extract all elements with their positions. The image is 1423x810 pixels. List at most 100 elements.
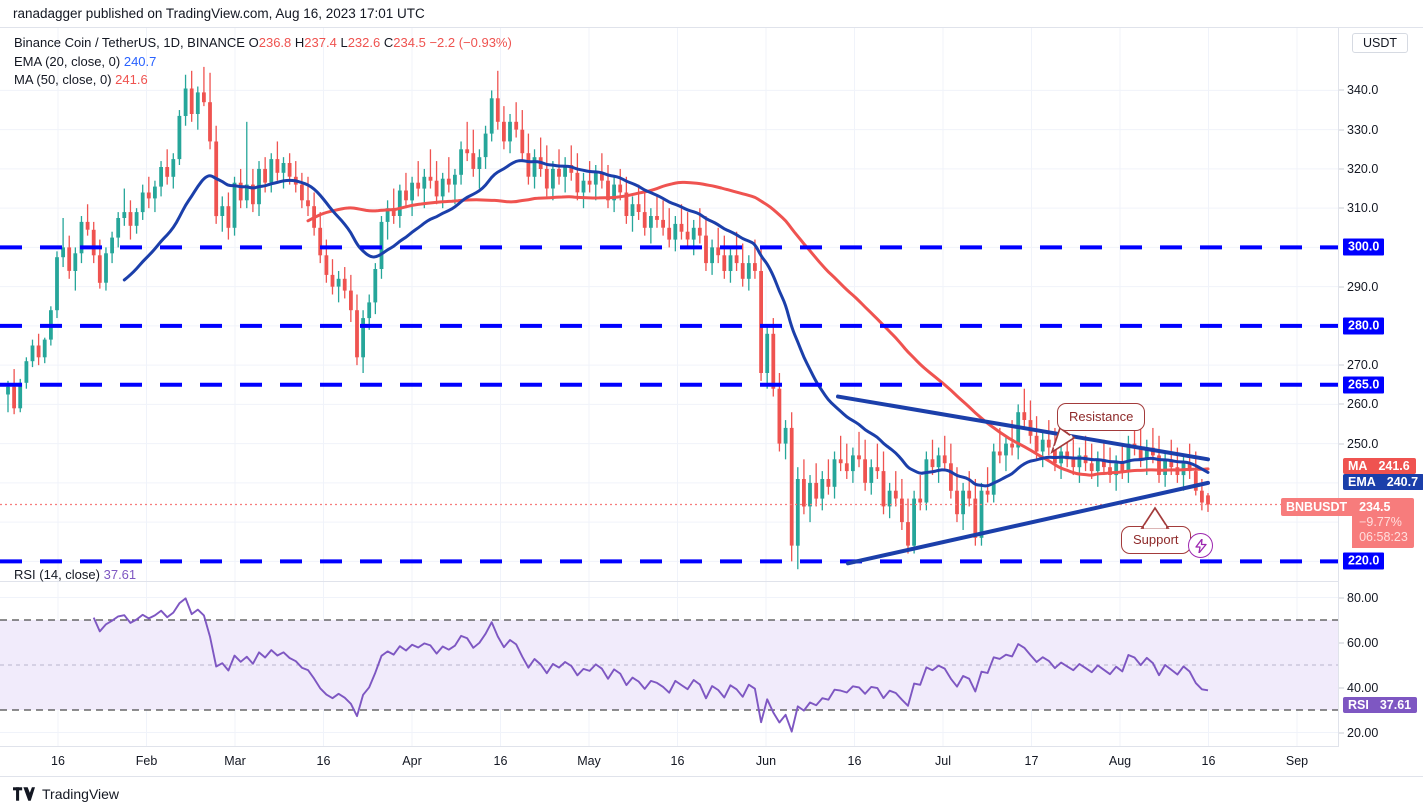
time-tick-label: Apr [402,754,422,768]
time-axis[interactable]: 16 Feb Mar 16 Apr 16 May 16 Jun 16 Jul 17 Aug 16 Sep [0,747,1423,776]
price-tick-mark [1339,168,1344,170]
support-callout[interactable]: Support [1121,526,1191,554]
time-tick-label: 16 [493,754,508,768]
chart-canvas [0,28,1338,746]
legend-change: −2.2 (−0.93%) [429,35,512,50]
bolt-glyph [1194,538,1207,553]
attribution-text: ranadagger published on TradingView.com,… [13,6,425,21]
ema-20-line [122,159,1210,488]
rsi-legend-label: RSI (14, close) [14,567,100,582]
time-tick-label: 16 [51,754,65,768]
legend-ma-label: MA (50, close, 0) [14,72,112,87]
price-tick-mark [1339,129,1344,131]
price-tick-label: 290.0 [1347,279,1379,294]
time-tick-label: 16 [1201,754,1216,768]
price-tick-label: 260.0 [1347,397,1379,412]
price-tick-label: 250.0 [1347,436,1379,451]
support-callout-tail [1140,506,1170,529]
candlesticks [6,66,1210,570]
legend-ema-row[interactable]: EMA (20, close, 0) 240.7 [14,53,512,72]
rsi-value-badge[interactable]: RSI 37.61 [1343,697,1418,713]
price-tick-label: 270.0 [1347,358,1379,373]
price-tick-mark [1339,207,1344,209]
support-callout-label: Support [1133,532,1179,547]
rsi-tick-mark [1339,597,1344,598]
ema-badge-name: EMA [1343,474,1381,490]
price-tick-mark [1339,286,1344,288]
legend-ema-value: 240.7 [123,53,157,69]
level-badge-220.0[interactable]: 220.0 [1343,552,1385,570]
legend-close-label: C [383,35,394,50]
legend-high-label: H [294,35,305,50]
chart-legend: Binance Coin / TetherUS, 1D, BINANCE O23… [14,34,512,90]
currency-unit-badge[interactable]: USDT [1352,33,1409,53]
ma-value-badge[interactable]: MA 241.6 [1343,458,1416,474]
rsi-tick-mark [1339,687,1344,688]
price-tag-symbol: BNBUSDT [1281,498,1353,516]
legend-symbol-row: Binance Coin / TetherUS, 1D, BINANCE O23… [14,34,512,53]
ma-50-line [306,180,1210,477]
rsi-legend[interactable]: RSI (14, close) 37.61 [14,567,136,582]
time-tick-label: 16 [670,754,685,768]
time-tick-label: Sep [1285,754,1309,768]
time-tick-label: 16 [847,754,862,768]
legend-ma-row[interactable]: MA (50, close, 0) 241.6 [14,71,512,90]
price-tag-price: 234.5 [1359,500,1391,514]
time-tick-label: Jul [935,754,951,768]
rsi-badge-name: RSI [1343,697,1374,713]
level-badge-300.0[interactable]: 300.0 [1343,238,1385,256]
rsi-tick-label: 80.00 [1347,590,1379,605]
time-tick-label: May [577,754,601,768]
rsi-tick-mark [1339,642,1344,643]
legend-low-value: 232.6 [347,35,381,50]
rsi-tick-mark [1339,732,1344,733]
legend-high-value: 237.4 [304,35,337,50]
rsi-tick-label: 40.00 [1347,680,1379,695]
resistance-callout-label: Resistance [1069,409,1134,424]
tradingview-logo-icon [13,787,35,801]
time-axis-divider [0,746,1423,747]
time-tick-label: Mar [224,754,246,768]
price-tick-label: 340.0 [1347,83,1379,98]
time-tick-label: Aug [1108,754,1132,768]
level-badge-280.0[interactable]: 280.0 [1343,317,1385,335]
footer-brand: TradingView [42,786,120,802]
price-tick-label: 310.0 [1347,201,1379,216]
lightning-bolt-icon[interactable] [1188,533,1213,558]
legend-ema-label: EMA (20, close, 0) [14,53,121,69]
support-trendline [846,480,1210,566]
footer-bar: TradingView [0,778,1423,810]
resistance-trendline [836,394,1210,462]
resistance-callout-tail [1050,426,1076,454]
legend-ma-value: 241.6 [115,72,148,87]
price-tick-mark [1339,89,1344,91]
time-tick-label: 16 [316,754,331,768]
resistance-callout[interactable]: Resistance [1057,403,1146,431]
price-tick-mark [1339,403,1344,405]
ma-badge-value: 241.6 [1372,458,1416,474]
legend-open-value: 236.8 [258,35,292,50]
price-tick-label: 330.0 [1347,122,1379,137]
time-tick-label: Feb [135,754,158,768]
legend-open-label: O [248,35,259,50]
last-price-tag[interactable]: BNBUSDT 234.5 −9.77% 06:58:23 [1281,498,1414,548]
price-axis[interactable]: USDT 340.0 330.0 320.0 310.0 290.0 270.0 260.0… [1281,28,1423,776]
attribution-bar: ranadagger published on TradingView.com,… [0,0,1423,27]
price-axis-divider [1338,28,1339,776]
price-tag-countdown: 06:58:23 [1359,530,1408,544]
rsi-legend-value: 37.61 [103,567,137,582]
rsi-tick-label: 20.00 [1347,725,1379,740]
price-tick-mark [1339,443,1344,445]
legend-low-label: L [340,35,348,50]
time-tick-label: Jun [755,754,777,768]
price-tag-box: 234.5 −9.77% 06:58:23 [1352,498,1414,548]
chart-frame[interactable]: Binance Coin / TetherUS, 1D, BINANCE O23… [0,27,1423,777]
pane-divider [0,581,1338,582]
ema-value-badge[interactable]: EMA 240.7 [1343,474,1423,490]
level-badge-265.0[interactable]: 265.0 [1343,376,1385,394]
legend-symbol: Binance Coin / TetherUS, 1D, BINANCE [14,35,245,50]
ma-badge-name: MA [1343,458,1373,474]
legend-close-value: 234.5 [393,35,426,50]
time-tick-label: 17 [1024,754,1039,768]
price-tag-change: −9.77% [1359,515,1402,529]
